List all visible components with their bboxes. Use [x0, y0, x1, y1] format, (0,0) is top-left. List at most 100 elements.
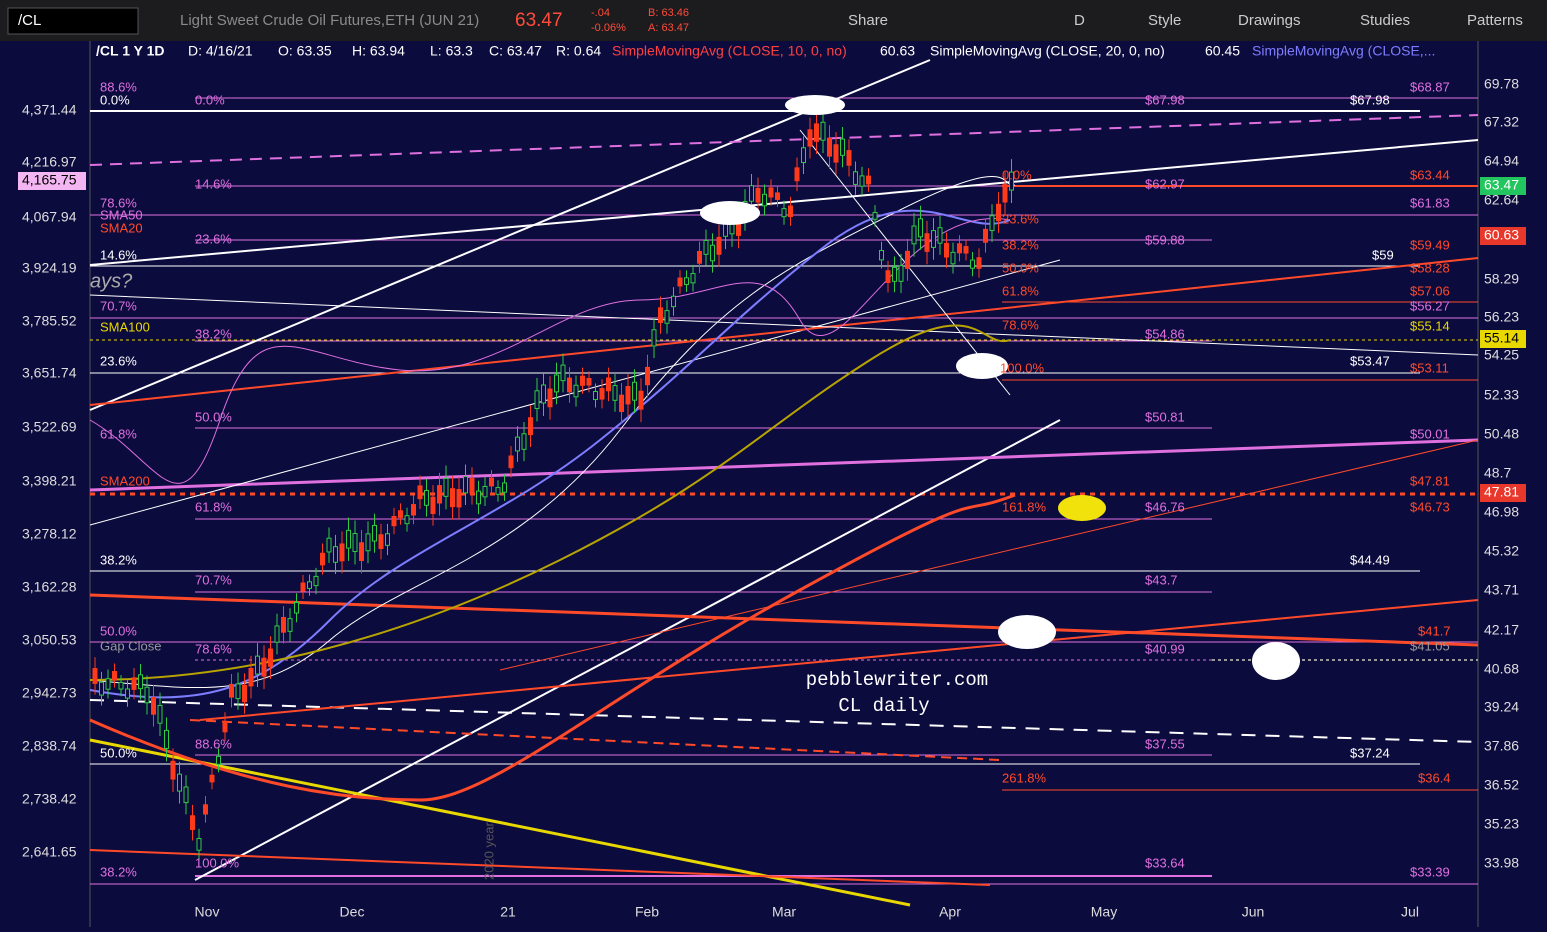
chart-label: $59.88 — [1145, 232, 1185, 247]
candle-body — [937, 227, 943, 244]
candle-body — [144, 686, 150, 704]
candle-body — [131, 677, 137, 690]
candle-body — [300, 582, 306, 592]
candle-body — [697, 251, 702, 264]
candle-body — [320, 552, 325, 566]
chart-label: $61.83 — [1410, 195, 1450, 210]
header-item: 60.45 — [1205, 43, 1240, 59]
candle-body — [456, 489, 462, 508]
right-axis-label: 60.63 — [1484, 227, 1519, 243]
toolbar-button[interactable]: D — [1074, 12, 1085, 29]
candle-body — [794, 167, 800, 182]
header-item: D: 4/16/21 — [188, 43, 253, 59]
chart-label: 23.6% — [195, 231, 232, 246]
candle-body — [151, 696, 156, 715]
x-axis-label: Dec — [340, 904, 365, 920]
moving-average — [89, 493, 1016, 802]
candle-body — [1002, 184, 1008, 203]
right-axis-label: 36.52 — [1484, 777, 1519, 793]
header-item: 60.63 — [880, 43, 915, 59]
chart-label: 50.0% — [100, 745, 137, 760]
candle-body — [690, 273, 696, 284]
left-axis-label: 3,651.74 — [22, 365, 77, 381]
left-axis-label: 4,216.97 — [22, 154, 77, 170]
price-box — [1480, 330, 1526, 348]
candle-body — [274, 625, 280, 643]
right-axis-label: 69.78 — [1484, 76, 1519, 92]
left-axis-label: 2,838.74 — [22, 738, 77, 754]
candle-body — [391, 515, 397, 527]
candle-body — [528, 417, 533, 436]
trend-line — [89, 59, 931, 411]
price-box — [1480, 227, 1526, 245]
chart-label: $58.28 — [1410, 260, 1450, 275]
candle-body — [801, 147, 806, 164]
chart-label: $67.98 — [1145, 92, 1185, 107]
chart-label: 78.6% — [195, 641, 232, 656]
chart-label: 50.0% — [100, 623, 137, 638]
candle-body — [437, 485, 442, 504]
chart-label: 38.2% — [195, 326, 232, 341]
right-axis-label: 58.29 — [1484, 271, 1519, 287]
candle-body — [417, 485, 423, 500]
change: -.04 — [591, 7, 610, 19]
highlight-ellipse — [785, 95, 845, 115]
candle-body — [664, 310, 670, 324]
trend-line — [199, 599, 1479, 721]
chart-label: SMA100 — [100, 319, 150, 334]
candle-body — [853, 171, 858, 185]
toolbar-button[interactable]: Style — [1148, 12, 1181, 29]
candle-body — [950, 251, 956, 265]
chart-label: 100.0% — [195, 855, 240, 870]
right-axis-label: 64.94 — [1484, 153, 1519, 169]
candle-body — [872, 211, 878, 220]
candle-body — [248, 668, 254, 687]
symbol-box[interactable] — [7, 7, 139, 35]
left-axis-label: 4,371.44 — [22, 102, 77, 118]
candle-body — [781, 208, 787, 218]
x-axis-label: 21 — [500, 904, 516, 920]
chart-label: 88.6% — [100, 79, 137, 94]
trend-line — [89, 593, 1479, 647]
toolbar-button[interactable]: Share — [848, 12, 888, 29]
candle-body — [112, 671, 117, 681]
candle-body — [534, 390, 540, 410]
candle-body — [469, 478, 475, 494]
highlight-ellipse — [956, 353, 1008, 379]
toolbar-button[interactable]: Patterns — [1467, 12, 1523, 29]
chart-label: $59.49 — [1410, 237, 1450, 252]
toolbar-button[interactable]: Studies — [1360, 12, 1410, 29]
candle-body — [833, 144, 839, 163]
candle-body — [820, 121, 826, 141]
chart-label: $67.98 — [1350, 92, 1390, 107]
candle-body — [105, 678, 111, 690]
candle-body — [138, 674, 143, 690]
candle-body — [339, 543, 345, 562]
right-axis-label: 42.17 — [1484, 622, 1519, 638]
x-axis-label: Mar — [772, 904, 796, 920]
candle-body — [554, 374, 559, 393]
candle-body — [229, 683, 234, 698]
candle-body — [983, 228, 988, 243]
trend-line — [499, 439, 1479, 671]
left-axis-label: 3,278.12 — [22, 526, 77, 542]
candle-body — [898, 265, 904, 282]
candle-body — [755, 187, 761, 203]
candle-body — [775, 192, 780, 200]
candle-body — [593, 391, 598, 401]
candle-body — [515, 436, 520, 452]
chart-label: $46.76 — [1145, 499, 1185, 514]
right-axis-label: 63.47 — [1484, 177, 1519, 193]
highlight-box — [18, 172, 86, 190]
candle-body — [216, 755, 221, 765]
change-pct: -0.06% — [591, 22, 626, 34]
candle-body — [99, 681, 104, 696]
left-axis-label: 3,398.21 — [22, 473, 77, 489]
header-item: /CL 1 Y 1D — [96, 43, 164, 59]
candle-body — [333, 546, 338, 563]
candle-body — [118, 681, 124, 690]
toolbar-button[interactable]: Drawings — [1238, 12, 1301, 29]
candle-body — [645, 366, 650, 386]
candle-body — [313, 575, 319, 587]
